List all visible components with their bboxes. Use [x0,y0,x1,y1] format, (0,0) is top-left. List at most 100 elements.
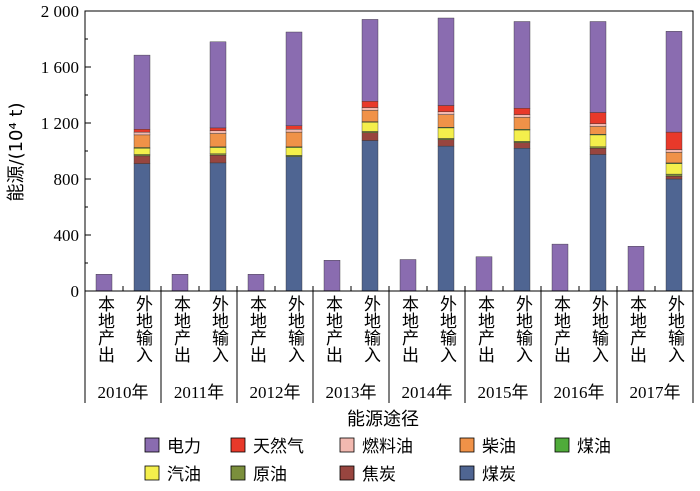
bar-segment [513,108,531,115]
bar-segment [589,134,607,147]
bar-segment [133,129,151,133]
year-label: 2015年 [478,383,529,402]
bar-segment [171,274,189,292]
bar-segment [209,41,227,129]
bar-segment [285,154,303,157]
legend-label: 电力 [167,437,201,457]
bar-segment [475,256,493,292]
bar-segment [285,31,303,127]
bar-segment [323,260,341,292]
bar-segment [285,147,303,156]
legend-swatch [230,465,246,481]
bar-category-label: 外地输入 [208,295,229,363]
bars-layer [95,17,683,292]
bar-segment [209,133,227,148]
legend-label: 天然气 [253,437,304,457]
bar-segment [437,111,455,115]
bar-segment [209,162,227,292]
bar-segment [665,152,683,164]
bar-segment [209,154,227,164]
bar-segment [589,123,607,127]
bar-segment [513,142,531,149]
bar-segment [285,131,303,148]
bar-category-label: 本地产出 [246,295,267,363]
bar-segment [437,145,455,292]
bar-segment [133,154,151,157]
bar-category-label: 本地产出 [550,295,571,363]
legend-swatch [144,437,160,453]
bar-segment [209,130,227,134]
bar-category-label: 本地产出 [94,295,115,363]
bar-segment [589,126,607,135]
year-label: 2014年 [402,383,453,402]
legend-swatch [144,465,160,481]
bar-segment [361,101,379,108]
y-tick-label: 400 [54,226,80,245]
legend-label: 燃料油 [362,437,413,457]
bar-segment [361,107,379,111]
year-label: 2016年 [554,383,605,402]
bar-segment [361,19,379,102]
bar-segment [513,147,531,292]
bar-segment [247,274,265,292]
year-label: 2013年 [326,383,377,402]
bar-segment [665,178,683,292]
bar-category-label: 外地输入 [132,295,153,363]
bar-category-label: 本地产出 [322,295,343,363]
y-axis-title: 能源/(10⁴ t) [6,102,27,201]
axes-layer [84,10,694,403]
y-tick-label: 1 200 [41,114,79,133]
bar-segment [437,127,455,139]
legend-swatch [339,437,355,453]
bar-segment [665,149,683,153]
year-label: 2017年 [630,383,681,402]
bar-segment [285,125,303,130]
legend-swatch [459,437,475,453]
bar-segment [589,146,607,149]
bar-segment [551,243,569,292]
bar-category-label: 外地输入 [588,295,609,363]
legend-label: 焦炭 [362,465,396,485]
bar-segment [399,259,417,292]
bar-segment [665,175,683,180]
bar-segment [513,117,531,130]
bar-segment [361,110,379,122]
bar-category-label: 外地输入 [664,295,685,363]
legend-swatch [459,465,475,481]
x-axis-title: 能源途径 [347,409,419,430]
bar-segment [361,140,379,292]
bar-segment [133,147,151,155]
bar-segment [589,154,607,292]
bar-segment [665,173,683,177]
bar-category-label: 本地产出 [170,295,191,363]
bar-segment [589,112,607,124]
bar-segment [209,147,227,155]
bar-segment [437,17,455,106]
bar-segment [437,138,455,140]
bar-segment [513,140,531,143]
bar-segment [513,114,531,118]
year-label: 2010年 [98,383,149,402]
bar-segment [209,153,227,156]
bar-segment [361,131,379,133]
bar-category-label: 外地输入 [436,295,457,363]
y-tick-label: 2 000 [41,2,79,21]
bar-segment [361,132,379,141]
legend-label: 柴油 [482,437,516,457]
bar-segment [589,21,607,113]
bar-segment [133,155,151,164]
bar-segment [361,122,379,132]
bar-segment [285,129,303,133]
bar-segment [627,245,645,292]
bar-segment [589,147,607,155]
year-label: 2011年 [174,383,224,402]
bar-segment [437,105,455,112]
bar-category-label: 本地产出 [398,295,419,363]
bar-segment [665,31,683,133]
legend-label: 煤炭 [482,465,516,485]
bar-category-label: 本地产出 [626,295,647,363]
y-tick-label: 0 [71,282,80,301]
bar-segment [133,163,151,292]
